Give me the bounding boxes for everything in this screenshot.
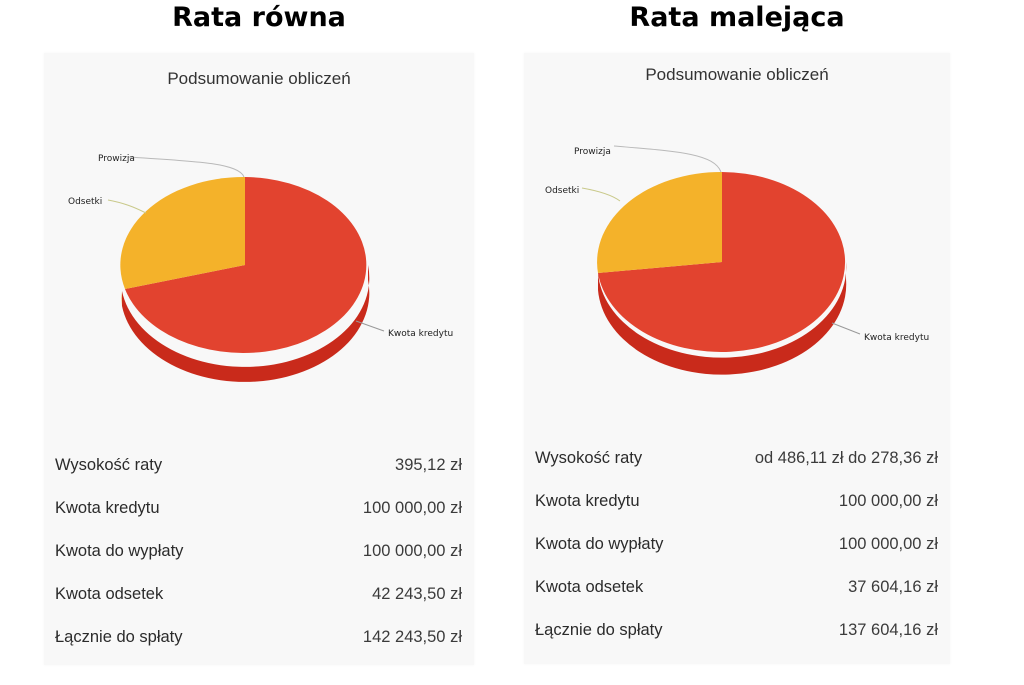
heading-rata-malejaca: Rata malejąca	[629, 2, 845, 33]
row-kwota-do-wyplaty: Kwota do wypłaty 100 000,00 zł	[535, 535, 938, 553]
pie-label-prowizja: Prowizja	[98, 154, 135, 164]
pie-label-kwota-kredytu: Kwota kredytu	[864, 333, 929, 343]
card-title: Podsumowanie obliczeń	[645, 65, 829, 84]
pie-slice-kwota-kredytu	[125, 177, 367, 353]
leader-line-odsetki	[581, 187, 621, 202]
summary-card-rata-rowna: Podsumowanie obliczeń Prowizja Odsetki K…	[44, 53, 474, 665]
card-title: Podsumowanie obliczeń	[167, 69, 351, 88]
row-wysokosc-raty: Wysokość raty od 486,11 zł do 278,36 zł	[535, 449, 938, 467]
row-kwota-odsetek: Kwota odsetek 37 604,16 zł	[535, 578, 938, 596]
leader-line-prowizja	[127, 156, 245, 178]
pie-chart-rata-malejaca: Prowizja Odsetki Kwota kredytu	[545, 145, 929, 375]
leader-line-odsetki	[107, 199, 147, 214]
pie-slice-odsetki	[120, 176, 245, 289]
row-kwota-kredytu: Kwota kredytu 100 000,00 zł	[55, 499, 462, 517]
pie-label-odsetki: Odsetki	[68, 197, 102, 207]
summary-rows: Wysokość raty 395,12 zł Kwota kredytu 100 …	[55, 444, 462, 659]
pie-slice-kwota-kredytu	[598, 172, 846, 352]
leader-line-kwota	[831, 322, 861, 335]
row-kwota-do-wyplaty: Kwota do wypłaty 100 000,00 zł	[55, 542, 462, 560]
heading-rata-rowna: Rata równa	[172, 2, 346, 33]
leader-line-prowizja	[613, 145, 722, 173]
summary-card-rata-malejaca: Podsumowanie obliczeń Prowizja Odsetki K…	[524, 53, 950, 664]
pie-chart-rata-rowna: Prowizja Odsetki Kwota kredytu	[68, 154, 453, 382]
pie-label-odsetki: Odsetki	[545, 186, 579, 196]
row-lacznie-do-splaty: Łącznie do spłaty 137 604,16 zł	[535, 621, 938, 639]
pie-slice-odsetki	[597, 171, 722, 273]
row-kwota-odsetek: Kwota odsetek 42 243,50 zł	[55, 585, 462, 603]
pie-label-kwota-kredytu: Kwota kredytu	[388, 329, 453, 339]
leader-line-kwota	[355, 320, 385, 332]
row-wysokosc-raty: Wysokość raty 395,12 zł	[55, 456, 462, 474]
pie-label-prowizja: Prowizja	[574, 147, 611, 157]
pie-side-kwota	[598, 262, 847, 375]
row-kwota-kredytu: Kwota kredytu 100 000,00 zł	[535, 492, 938, 510]
row-lacznie-do-splaty: Łącznie do spłaty 142 243,50 zł	[55, 628, 462, 646]
summary-rows: Wysokość raty od 486,11 zł do 278,36 zł K…	[535, 437, 938, 652]
